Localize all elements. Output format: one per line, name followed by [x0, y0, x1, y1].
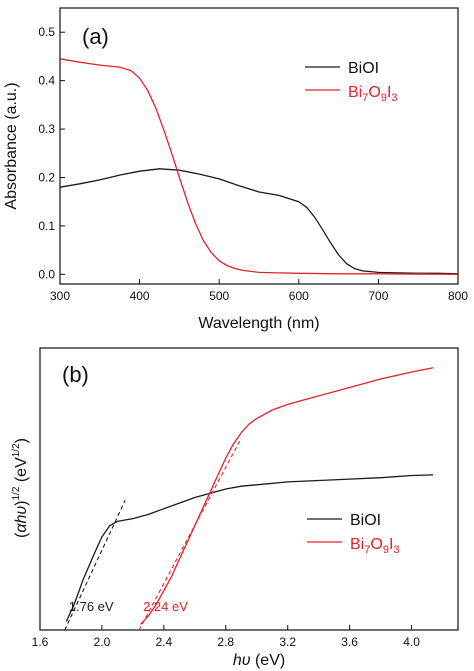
panel-b-x-tick-label: 4.0	[403, 635, 420, 649]
panel-a-y-tick-label: 0.1	[38, 219, 55, 233]
panel-b-x-tick-label: 2.4	[156, 635, 173, 649]
panel-b-label: (b)	[62, 362, 89, 387]
panel-a-label: (a)	[82, 24, 109, 49]
panel-a-x-ticks: 300 400 500 600 700 800	[50, 279, 468, 303]
panel-b-plot-frame	[39, 347, 459, 631]
legend-a-biol-label: BiOI	[348, 60, 379, 77]
panel-a-x-axis-title: Wavelength (nm)	[198, 315, 319, 332]
panel-a-y-tick-label: 0.4	[38, 74, 55, 88]
panel-a-y-tick-label: 0.2	[38, 170, 55, 184]
legend-b-bi7o9i3-label: Bi7O9I3	[350, 536, 400, 556]
panel-b-x-tick-label: 2.0	[94, 635, 111, 649]
panel-b-x-tick-label: 3.6	[341, 635, 358, 649]
legend-a-bi7o9i3-label: Bi7O9I3	[348, 84, 398, 104]
panel-a-x-tick-label: 800	[448, 289, 468, 303]
panel-a-y-ticks: 0.0 0.1 0.2 0.3 0.4 0.5	[38, 25, 65, 281]
panel-a-y-axis-title: Absorbance (a.u.)	[3, 82, 20, 209]
panel-a: (a) 300 400 500 600 700 800 0.00.10.20.30.40.…	[3, 7, 468, 332]
legend-b-biol-label: BiOI	[350, 512, 381, 529]
panel-a-x-tick-label: 300	[50, 289, 70, 303]
panel-b-series-bi7o9i3	[140, 367, 434, 625]
band-gap-label-bi7o9i3: 2.24 eV	[143, 599, 188, 614]
panel-a-y-tick-label: 0.3	[38, 122, 55, 136]
panel-a-legend: BiOI Bi7O9I3	[305, 60, 398, 104]
panel-b-x-tick-label: 3.2	[279, 635, 296, 649]
tangent-line-bi7o9i3	[138, 437, 242, 631]
panel-a-x-tick-label: 400	[130, 289, 150, 303]
panel-b-series	[65, 367, 434, 625]
band-gap-label-biol: 1.76 eV	[69, 599, 114, 614]
panel-b: (b) 1.6 2.0 2.4 2.8 3.2 3.6 4.0 hυ (eV) (αhυ)1…	[11, 347, 459, 669]
panel-a-x-tick-label: 600	[289, 289, 309, 303]
panel-b-x-tick-label: 2.8	[217, 635, 234, 649]
panel-a-series	[59, 58, 459, 275]
panel-a-plot-frame	[59, 7, 459, 285]
panel-b-legend: BiOI Bi7O9I3	[307, 512, 400, 556]
panel-b-annotations: 1.76 eV 2.24 eV	[64, 437, 242, 631]
panel-a-x-tick-label: 700	[368, 289, 388, 303]
panel-b-y-axis-title: (αhυ)1/2 (eV1/2)	[11, 438, 30, 538]
panel-a-series-bi7o9i3	[59, 58, 459, 275]
panel-a-y-tick-label: 0.5	[38, 25, 55, 39]
panel-b-x-ticks: 1.6 2.0 2.4 2.8 3.2 3.6 4.0	[32, 625, 420, 649]
panel-b-series-biol	[65, 474, 434, 622]
panel-b-x-axis-title: hυ (eV)	[233, 652, 285, 669]
tangent-line-biol	[64, 500, 126, 631]
panel-a-series-biol	[59, 168, 459, 275]
panel-b-x-tick-label: 1.6	[32, 635, 49, 649]
panel-a-y-tick-label: 0.0	[38, 267, 55, 281]
panel-a-x-tick-label: 500	[209, 289, 229, 303]
